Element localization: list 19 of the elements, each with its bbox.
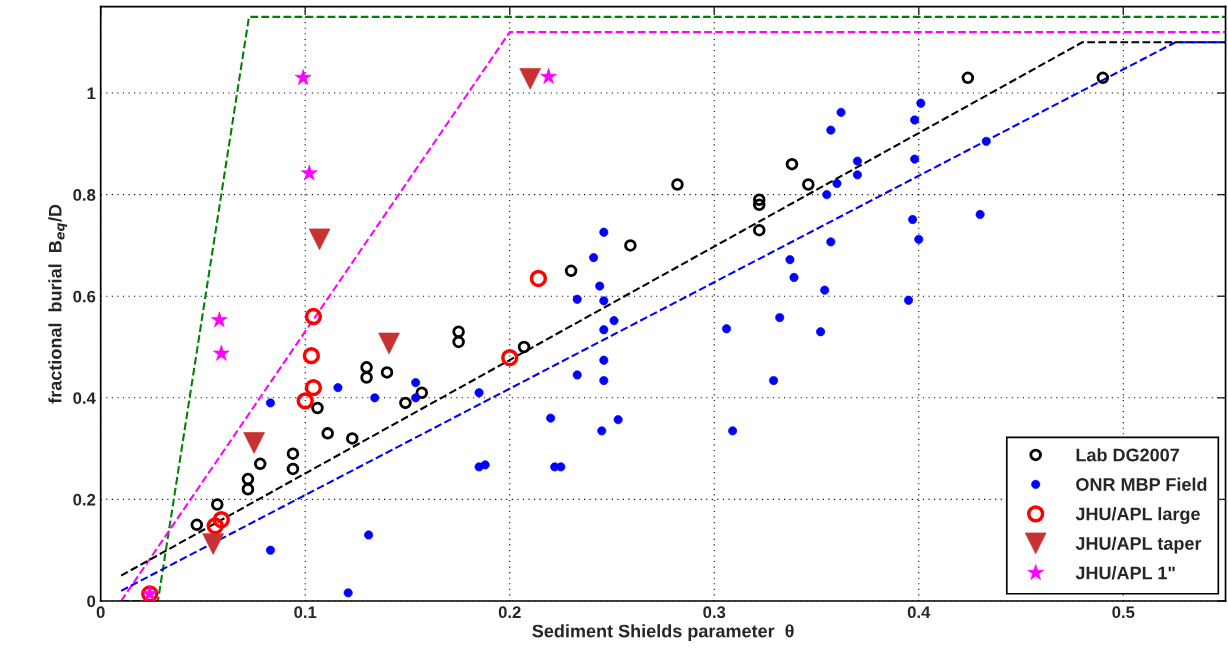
legend-label: ONR MBP Field (1076, 477, 1207, 491)
legend-label: Lab DG2007 (1076, 448, 1179, 462)
y-tick-label: 0.6 (73, 290, 96, 303)
x-tick-label: 0.1 (294, 606, 317, 619)
y-tick-label: 0.8 (73, 189, 96, 201)
legend-label: JHU/APL large (1075, 507, 1200, 524)
x-tick-label: 0 (96, 606, 105, 619)
x-axis-title: Sediment Shields parameter θ (532, 624, 794, 641)
y-tick-label: 0 (87, 595, 96, 608)
legend-label: JHU/APL 1" (1075, 566, 1175, 580)
x-tick-label: 0.2 (498, 606, 521, 619)
x-tick-label: 0.4 (907, 606, 931, 619)
x-tick-label: 0.5 (1112, 606, 1135, 619)
x-tick-label: 0.3 (703, 606, 726, 619)
y-tick-label: 0.4 (73, 392, 96, 405)
y-tick-label: 1 (87, 87, 96, 100)
legend-label: JHU/APL taper (1075, 536, 1202, 554)
y-axis-title: fractional burial B$_{eq}$/D (48, 204, 68, 404)
y-tick-label: 0.2 (73, 493, 96, 506)
